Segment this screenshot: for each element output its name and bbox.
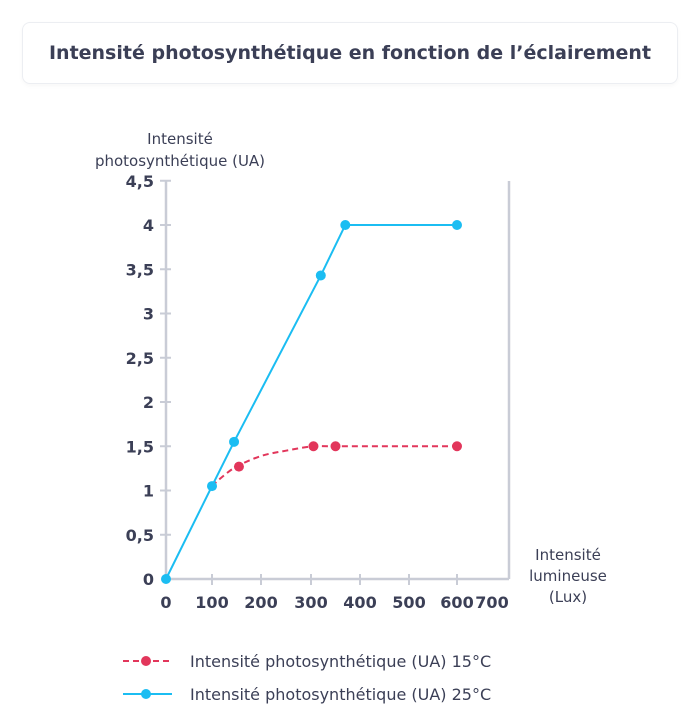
legend-marker: [141, 656, 151, 666]
y-tick-label: 1: [143, 482, 154, 501]
x-tick-label: 700: [475, 593, 508, 612]
data-point-15c: [330, 441, 341, 452]
x-axis-label: (Lux): [549, 588, 587, 606]
data-point-25c: [161, 574, 171, 584]
x-tick-label: 0: [160, 593, 171, 612]
data-point-15c: [233, 461, 244, 472]
y-tick-label: 1,5: [126, 437, 154, 456]
data-point-25c: [229, 436, 240, 447]
legend-label: Intensité photosynthétique (UA) 15°C: [190, 652, 491, 671]
x-tick-label: 200: [244, 593, 277, 612]
y-tick-label: 3,5: [126, 260, 154, 279]
data-point-15c: [452, 441, 462, 452]
legend-marker: [141, 689, 151, 699]
x-tick-label: 400: [343, 593, 376, 612]
data-point-25c: [315, 270, 326, 281]
x-tick-label: 600: [440, 593, 473, 612]
data-point-25c: [452, 220, 462, 230]
y-axis-label: Intensité: [147, 130, 213, 148]
data-point-15c: [308, 441, 319, 452]
x-tick-label: 500: [392, 593, 425, 612]
y-axis-label: photosynthétique (UA): [95, 152, 265, 170]
data-point-25c: [207, 481, 217, 492]
y-tick-label: 0: [143, 570, 154, 589]
y-tick-label: 3: [143, 305, 154, 324]
series-line-15c: [211, 444, 457, 487]
series-line-25c: [165, 224, 457, 580]
x-tick-label: 100: [195, 593, 228, 612]
data-point-25c: [340, 220, 351, 230]
legend-label: Intensité photosynthétique (UA) 25°C: [190, 685, 491, 704]
y-tick-label: 4,5: [126, 172, 154, 191]
chart-title: Intensité photosynthétique en fonction d…: [22, 22, 678, 84]
x-axis-label: lumineuse: [529, 567, 607, 585]
y-tick-label: 4: [143, 216, 154, 235]
y-tick-label: 0,5: [126, 526, 154, 545]
x-tick-label: 300: [294, 593, 327, 612]
y-tick-label: 2: [143, 393, 154, 412]
x-axis-label: Intensité: [535, 546, 601, 564]
y-tick-label: 2,5: [126, 349, 154, 368]
